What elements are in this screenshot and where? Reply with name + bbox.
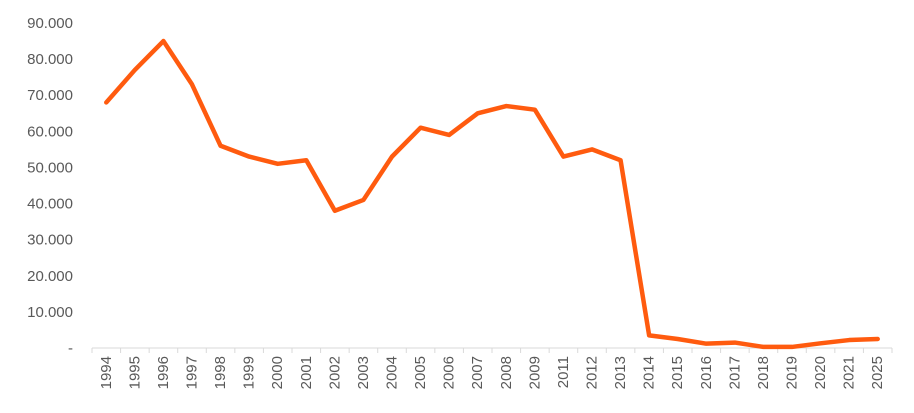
data-point (361, 198, 365, 202)
y-axis: - 10.000 20.000 30.000 40.000 50.000 60.000 70.… (27, 15, 73, 357)
y-tick-label: 90.000 (27, 15, 73, 32)
x-tick-label: 1994 (98, 356, 115, 389)
data-point (304, 158, 308, 162)
y-tick-label: 60.000 (27, 123, 73, 140)
x-tick-label: 2007 (469, 356, 486, 389)
data-point (790, 345, 794, 349)
y-tick-label: 10.000 (27, 304, 73, 321)
x-tick-label: 2012 (584, 356, 601, 389)
data-point (447, 133, 451, 137)
data-point (247, 155, 251, 159)
data-point (647, 333, 651, 337)
y-tick-label: - (68, 340, 73, 357)
y-tick-label: 70.000 (27, 87, 73, 104)
x-tick-label: 1996 (155, 356, 172, 389)
x-tick-label: 2015 (669, 356, 686, 389)
data-point (876, 337, 880, 341)
data-point (533, 108, 537, 112)
data-point (819, 341, 823, 345)
y-tick-label: 40.000 (27, 196, 73, 213)
x-tick-label: 2020 (812, 356, 829, 389)
y-tick-label: 20.000 (27, 268, 73, 285)
x-tick-label: 2014 (641, 356, 658, 389)
x-tick-label: 2017 (726, 356, 743, 389)
data-point (761, 345, 765, 349)
data-point (704, 342, 708, 346)
data-point (190, 82, 194, 86)
x-tick-label: 2005 (412, 356, 429, 389)
y-tick-label: 50.000 (27, 159, 73, 176)
x-tick-label: 2001 (298, 356, 315, 389)
data-point (219, 144, 223, 148)
x-axis: 1994 1995 1996 1997 1998 1999 2000 2001 2002 2003… (91, 347, 893, 389)
data-point (590, 147, 594, 151)
x-tick-label: 2019 (784, 356, 801, 389)
x-tick-label: 2013 (612, 356, 629, 389)
data-point (619, 158, 623, 162)
y-tick-label: 80.000 (27, 51, 73, 68)
x-tick-label: 2011 (555, 356, 572, 388)
data-point (104, 100, 108, 104)
data-point (133, 68, 137, 72)
data-point (504, 104, 508, 108)
data-point (847, 338, 851, 342)
x-tick-label: 2006 (441, 356, 458, 389)
series-line (104, 38, 880, 350)
x-tick-label: 2016 (698, 356, 715, 389)
x-tick-label: 2025 (869, 356, 886, 389)
series-group (104, 38, 880, 350)
x-tick-label: 2004 (384, 356, 401, 389)
x-tick-label: 2018 (755, 356, 772, 389)
data-point (476, 111, 480, 115)
x-tick-label: 2021 (841, 356, 858, 389)
data-point (419, 126, 423, 130)
x-tick-label: 1995 (126, 356, 143, 389)
data-point (676, 337, 680, 341)
x-tick-label: 2009 (526, 356, 543, 389)
data-point (333, 209, 337, 213)
data-point (733, 341, 737, 345)
x-tick-label: 2008 (498, 356, 515, 389)
x-tick-label: 1997 (184, 356, 201, 389)
x-tick-label: 1998 (212, 356, 229, 389)
x-tick-label: 2000 (269, 356, 286, 389)
data-point (276, 162, 280, 166)
data-point (390, 155, 394, 159)
x-tick-label: 2003 (355, 356, 372, 389)
y-tick-label: 30.000 (27, 232, 73, 249)
x-tick-label: 1999 (241, 356, 258, 389)
data-point (561, 155, 565, 159)
x-tick-label: 2002 (326, 356, 343, 389)
data-point (161, 39, 165, 43)
